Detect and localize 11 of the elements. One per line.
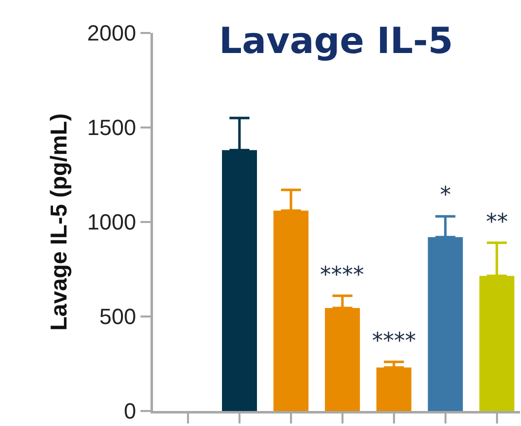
y-tick-label: 1500 bbox=[87, 115, 136, 140]
data-label: * bbox=[440, 183, 451, 208]
y-tick-label: 500 bbox=[99, 304, 136, 330]
data-label: **** bbox=[372, 329, 416, 354]
data-label: ** bbox=[486, 210, 508, 235]
data-label: **** bbox=[320, 263, 364, 288]
y-tick-label: 1000 bbox=[87, 210, 136, 235]
y-tick-label: 2000 bbox=[87, 20, 136, 46]
y-axis-title: Lavage IL-5 (pg/mL) bbox=[45, 113, 72, 331]
chart-title: Lavage IL-5 bbox=[219, 21, 454, 62]
y-tick-label: 0 bbox=[124, 398, 136, 424]
